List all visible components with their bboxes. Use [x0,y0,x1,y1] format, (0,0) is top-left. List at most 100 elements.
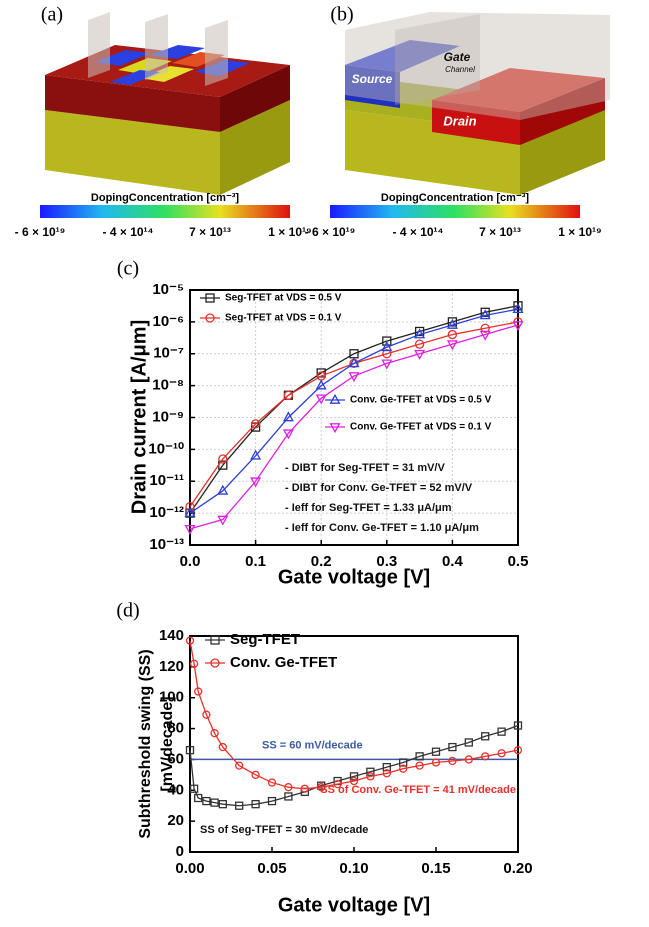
marker [315,379,327,390]
legend-marker [210,658,220,668]
annotation: SS of Conv. Ge-TFET = 41 mV/decade [320,784,516,796]
marker [317,783,326,792]
marker [381,341,393,352]
y-tick-label: 100 [159,689,184,706]
marker [267,778,277,787]
y-tick-label: 140 [159,627,184,644]
y-tick-label: 10⁻⁶ [152,313,184,330]
x-tick-label: 0.10 [339,860,368,877]
marker [315,394,327,405]
marker [202,710,211,719]
marker [497,727,506,736]
colorbar-label: - 4 × 10¹⁴ [393,225,444,239]
marker [235,801,244,810]
y-tick-label: 60 [167,750,184,767]
x-tick-label: 0.05 [257,860,286,877]
marker [481,752,490,761]
marker [382,769,391,778]
y-axis-title: Drain current [A/μm] [128,320,150,514]
y-tick-label: 80 [167,720,184,737]
marker [431,758,441,767]
legend-label: Seg-TFET at VDS = 0.5 V [225,293,342,304]
colorbar-label: 1 × 10¹⁹ [268,225,311,239]
marker [512,321,524,332]
marker [348,372,360,383]
marker [217,484,229,495]
colorbar-a [40,205,290,218]
y-axis-title: Subthreshold swing (SS) [137,649,154,838]
marker [382,762,391,772]
marker [479,309,491,320]
y-tick-label: 10⁻¹³ [149,536,184,553]
marker [479,330,491,341]
marker [250,477,262,488]
marker [399,764,408,773]
x-axis-title: Gate voltage [V] [278,566,430,588]
legend-marker [205,313,215,323]
marker [349,772,359,781]
marker [513,721,523,730]
plot-frame [189,289,519,546]
marker [414,326,425,337]
device-label: Drain [443,113,476,128]
marker [480,307,490,317]
panel-label: (a) [41,4,63,26]
marker [185,636,195,645]
y-axis-title: [mV/decade] [159,696,176,791]
marker [184,506,196,517]
marker [235,761,244,770]
marker [189,659,199,668]
colorbar-label: 1 × 10¹⁹ [558,225,601,239]
y-tick-label: 10⁻¹¹ [149,472,184,489]
colorbar-title: DopingConcentration [cm⁻³] [91,192,240,204]
device-label: Source [352,72,393,86]
y-tick-label: 10⁻⁷ [153,345,184,362]
colorbar-label: 7 × 10¹³ [189,225,231,239]
colorbar-label: - 6 × 10¹⁹ [305,225,356,239]
marker [513,746,523,755]
y-tick-label: 10⁻⁵ [152,281,184,298]
legend-marker [329,423,341,434]
marker [251,770,260,780]
plot-frame [189,635,519,853]
marker [250,449,262,460]
marker [251,800,260,809]
marker [464,755,473,764]
legend-marker [210,635,220,645]
marker [382,349,392,359]
colorbar-label: - 6 × 10¹⁹ [15,225,66,239]
y-tick-label: 10⁻⁹ [152,408,184,425]
marker [366,767,375,776]
device-label: Channel [445,65,475,74]
reference-label: SS = 60 mV/decade [262,739,363,751]
colorbar-b [330,205,580,218]
series-line [189,305,519,514]
legend-label: Conv. Ge-TFET [230,654,337,671]
device-label: Gate [444,50,471,64]
marker [284,792,293,801]
y-tick-label: 120 [159,658,184,675]
panel-label: (c) [117,258,139,280]
marker [447,317,458,327]
marker [348,357,360,368]
marker [512,303,524,314]
x-tick-label: 0.1 [245,553,266,570]
marker [446,340,458,351]
colorbar-title: DopingConcentration [cm⁻³] [381,192,530,204]
x-tick-label: 0.5 [508,553,529,570]
marker [218,454,228,464]
marker [282,429,294,440]
legend-label: Seg-TFET at VDS = 0.1 V [225,313,342,324]
marker [185,746,195,755]
marker [250,419,261,429]
marker [202,796,211,806]
marker [210,729,219,738]
marker [497,749,506,758]
y-tick-label: 10⁻¹⁰ [148,440,184,457]
marker [366,772,375,781]
legend-label: Conv. Ge-TFET at VDS = 0.1 V [350,422,492,433]
marker [194,687,203,696]
marker [316,368,326,378]
marker [382,336,392,346]
